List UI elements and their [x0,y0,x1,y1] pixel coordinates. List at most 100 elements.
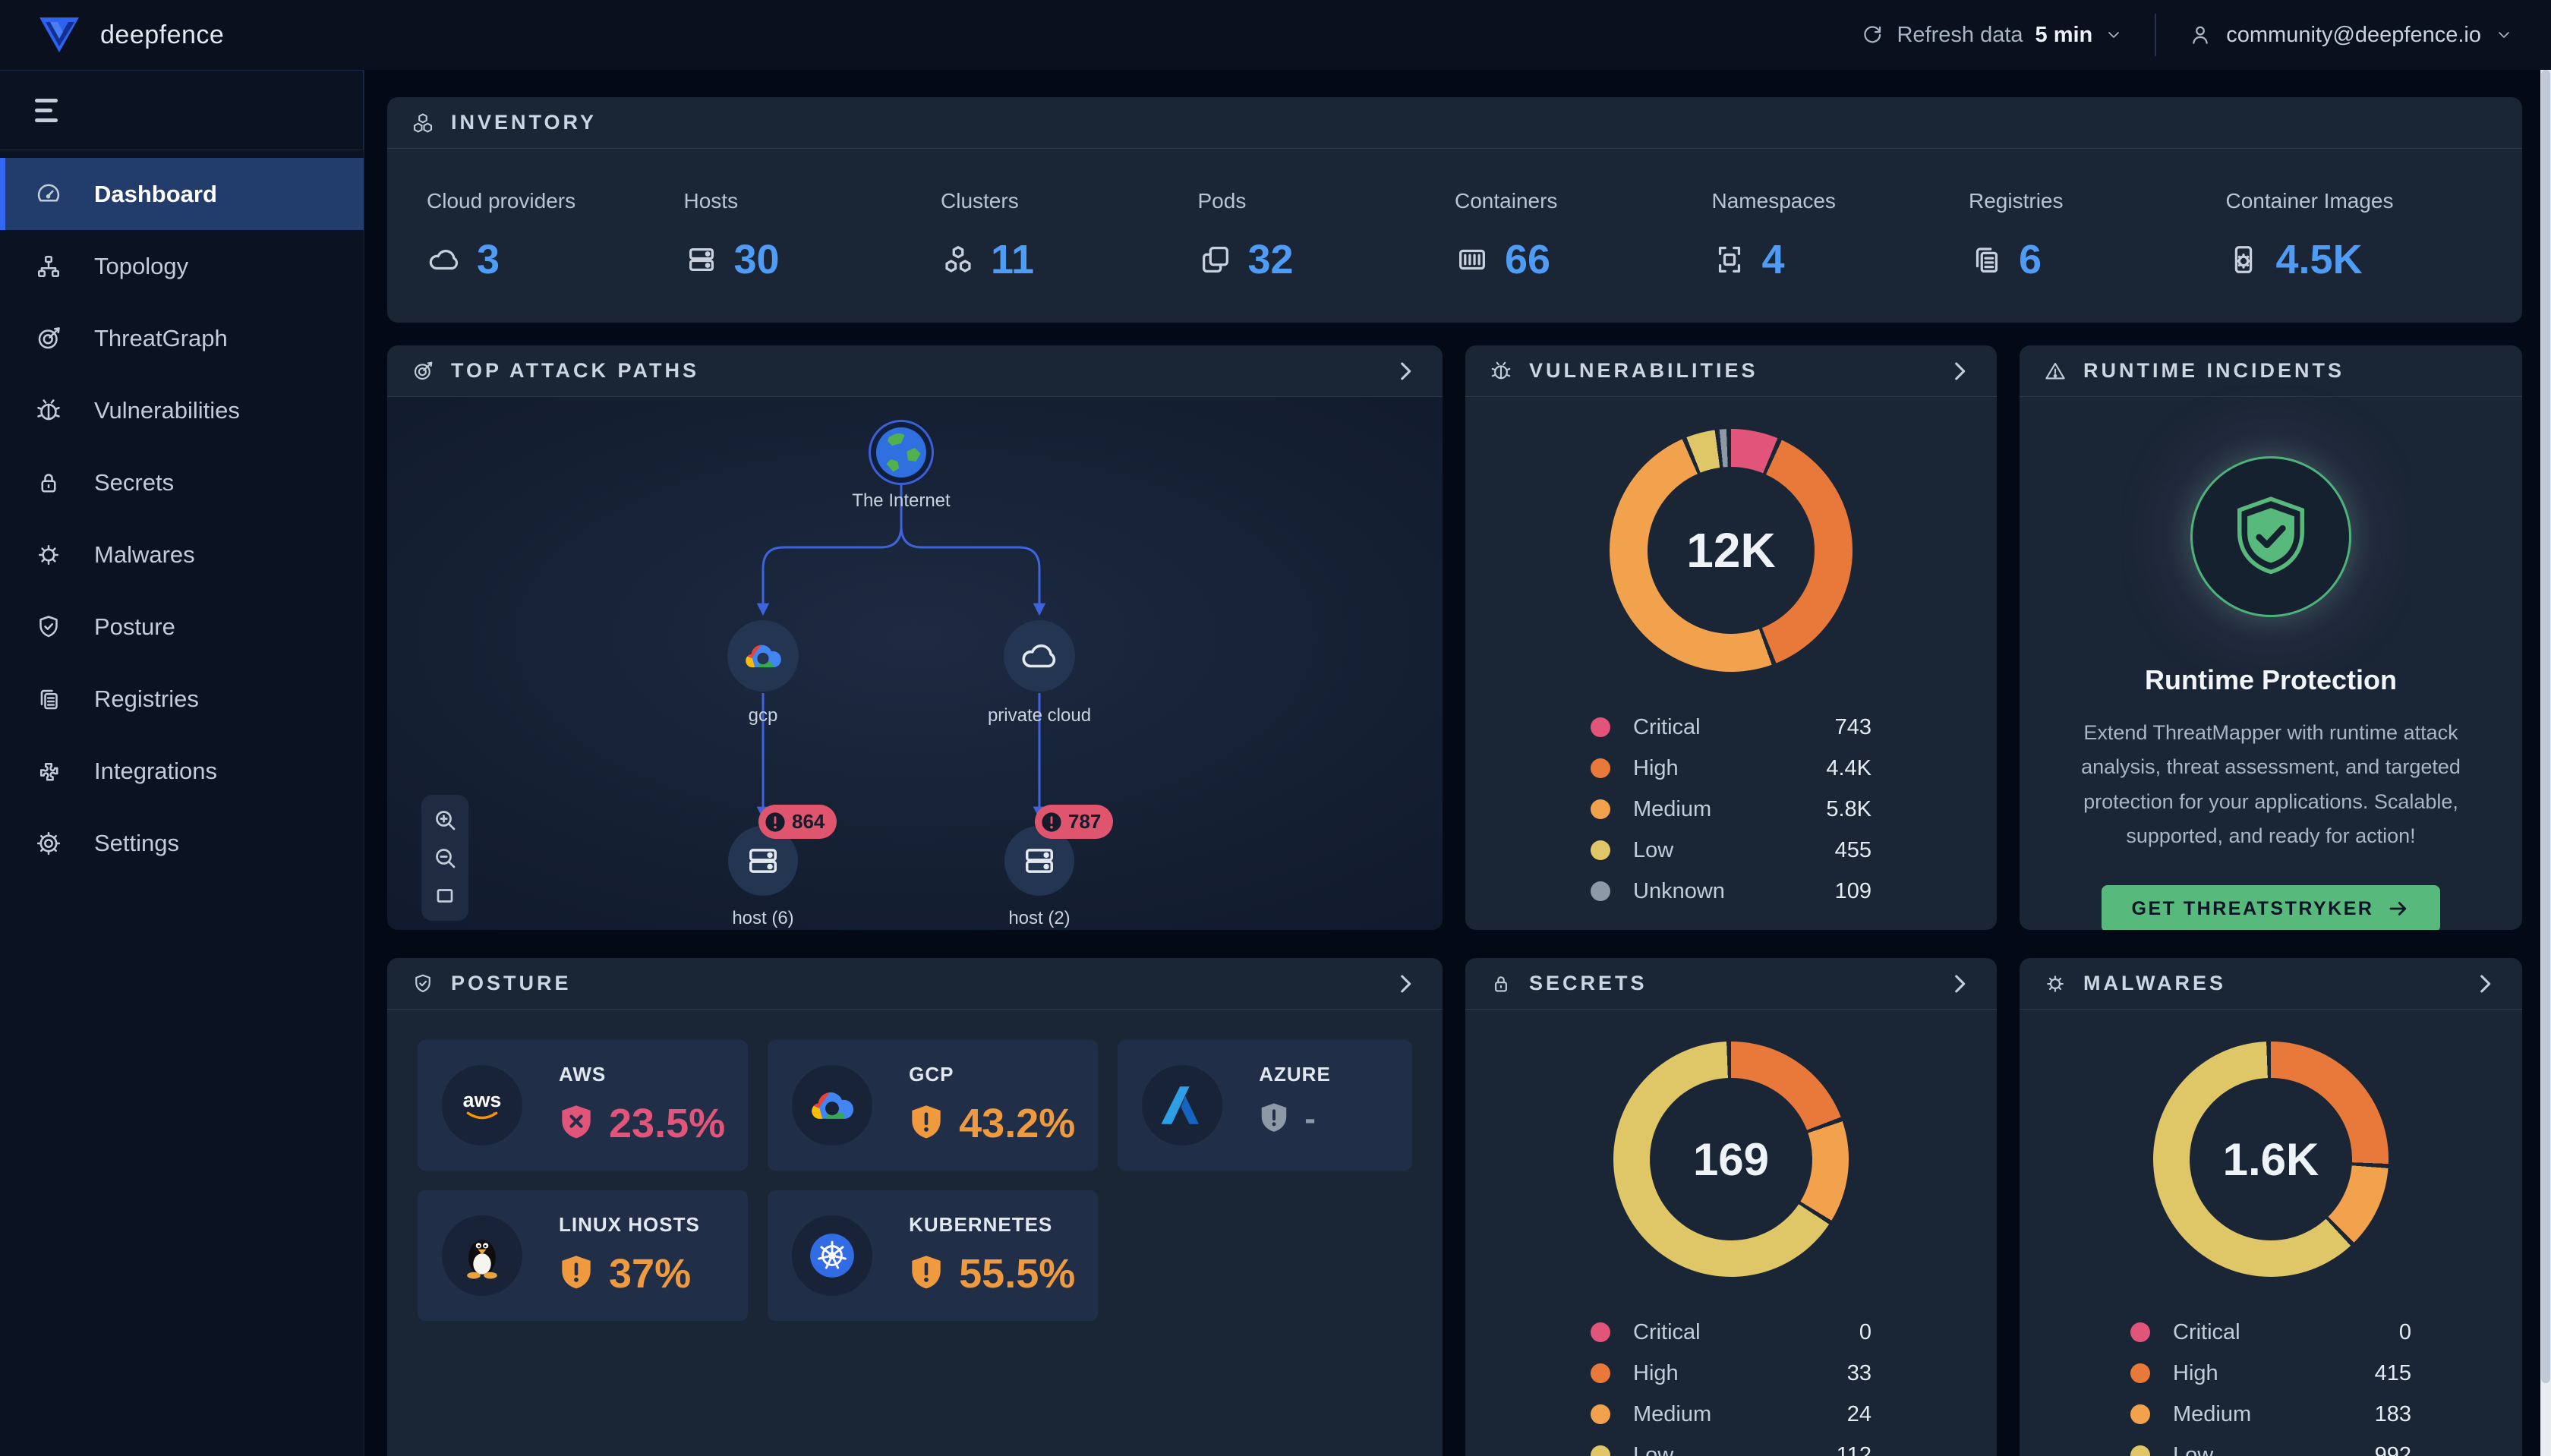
legend-item[interactable]: Low 455 [1591,830,1871,871]
sidebar-item-integrations[interactable]: Integrations [0,735,364,807]
scrollbar-thumb[interactable] [2541,70,2550,1383]
sidebar-item-label: Posture [94,613,175,640]
stat-clusters[interactable]: Clusters 11 [941,189,1198,283]
shield-icon [412,972,434,995]
account-menu[interactable]: community@deepfence.io [2188,23,2513,48]
legend-item[interactable]: High 4.4K [1591,748,1871,789]
pods-icon [1198,242,1233,277]
attack-paths-panel: TOP ATTACK PATHS [387,345,1443,930]
sidebar-collapse[interactable] [0,70,364,150]
refresh-interval: 5 min [2035,22,2093,47]
posture-card-gcp[interactable]: GCP 43.2% [768,1040,1099,1171]
legend-item[interactable]: Low 992 [2130,1435,2411,1456]
vulnerabilities-donut-chart[interactable]: 12K [1610,429,1853,672]
cta-label: GET THREATSTRYKER [2131,897,2374,919]
malwares-donut-chart[interactable]: 1.6K [2153,1042,2389,1277]
vulnerabilities-expand-button[interactable] [1947,358,1972,384]
inventory-header: INVENTORY [387,97,2522,149]
sidebar-item-registries[interactable]: Registries [0,663,364,735]
graph-node-host2[interactable]: 787 [1004,805,1114,896]
panel-title: POSTURE [451,972,572,994]
sidebar-item-label: Integrations [94,757,217,784]
posture-expand-button[interactable] [1392,971,1418,997]
get-threatstryker-button[interactable]: GET THREATSTRYKER [2101,885,2441,930]
attack-paths-expand-button[interactable] [1392,358,1418,384]
stat-label: Containers [1455,188,1558,213]
attack-path-graph[interactable]: The Internet gcp [387,397,1443,930]
stat-pods[interactable]: Pods 32 [1198,189,1455,283]
posture-card-aws[interactable]: aws AWS 23.5% [418,1040,749,1171]
legend-item[interactable]: High 33 [1591,1353,1871,1394]
posture-card-value: 23.5% [609,1101,726,1146]
posture-card-azure[interactable]: AZURE - [1118,1040,1412,1171]
runtime-incidents-panel: RUNTIME INCIDENTS Runtime Protection Ext… [2020,345,2522,930]
shield-alert-icon [562,1256,591,1289]
stat-container-images[interactable]: Container Images 4.5K [2226,189,2483,283]
zoom-out-button[interactable] [431,844,459,871]
legend-value: 109 [1834,878,1871,903]
legend-value: 415 [2374,1360,2411,1385]
posture-card-linux-hosts[interactable]: LINUX HOSTS 37% [418,1190,749,1321]
fit-view-button[interactable] [431,882,459,909]
panel-title: MALWARES [2083,972,2227,994]
legend-item[interactable]: Critical 0 [1591,1312,1871,1353]
scrollbar-track[interactable] [2540,70,2551,1456]
legend-label: Medium [1633,796,1712,821]
sidebar-item-label: Vulnerabilities [94,396,240,424]
legend-item[interactable]: Critical 743 [1591,707,1871,748]
posture-card-kubernetes[interactable]: KUBERNETES 55.5% [768,1190,1099,1321]
legend-item[interactable]: High 415 [2130,1353,2411,1394]
sidebar-item-vulnerabilities[interactable]: Vulnerabilities [0,374,364,446]
sidebar-item-secrets[interactable]: Secrets [0,446,364,518]
refresh-icon [1860,23,1884,47]
server-icon [1026,849,1053,873]
secrets-expand-button[interactable] [1947,971,1972,997]
stat-containers[interactable]: Containers 66 [1455,189,1712,283]
legend-item[interactable]: Low 112 [1591,1435,1871,1456]
virus-icon [2044,972,2067,995]
secrets-donut-chart[interactable]: 169 [1613,1042,1849,1277]
legend-item[interactable]: Unknown 109 [1591,871,1871,912]
legend-item[interactable]: Medium 5.8K [1591,789,1871,830]
graph-node-private-cloud[interactable] [1004,620,1075,692]
graph-node-host6[interactable]: 864 [728,805,837,896]
runtime-protection-promo: Runtime Protection Extend ThreatMapper w… [2020,397,2522,930]
stat-cloud-providers[interactable]: Cloud providers 3 [427,189,684,283]
legend-dot [2130,1445,2150,1456]
stat-namespaces[interactable]: Namespaces 4 [1712,189,1969,283]
legend-item[interactable]: Medium 183 [2130,1394,2411,1435]
sidebar-item-label: ThreatGraph [94,324,228,351]
container-icon [1455,242,1490,277]
legend-label: Medium [1633,1401,1712,1426]
legend-item[interactable]: Critical 0 [2130,1312,2411,1353]
warning-icon [2044,360,2067,383]
legend-value: 5.8K [1826,796,1871,821]
lock-icon [35,469,62,496]
legend-item[interactable]: Medium 24 [1591,1394,1871,1435]
graph-node-internet[interactable] [869,420,934,485]
sidebar-item-topology[interactable]: Topology [0,230,364,302]
sidebar-item-posture[interactable]: Posture [0,591,364,663]
graph-node-gcp[interactable] [727,620,799,692]
posture-header: POSTURE [387,958,1443,1010]
refresh-control[interactable]: Refresh data 5 min [1860,23,2123,48]
sidebar-item-label: Settings [94,829,180,856]
malwares-expand-button[interactable] [2472,971,2498,997]
secrets-legend: Critical 0 High 33 Medium 24 Low 112 [1591,1312,1871,1456]
topology-icon [35,253,62,280]
zoom-in-button[interactable] [431,806,459,834]
stat-value: 4 [1761,236,1785,282]
kubernetes-logo [792,1215,873,1296]
sidebar-item-settings[interactable]: Settings [0,807,364,879]
stat-label: Namespaces [1711,188,1836,213]
inventory-panel: INVENTORY Cloud providers 3 Hosts 30 Clu… [387,97,2522,323]
sidebar-item-malwares[interactable]: Malwares [0,518,364,591]
stat-hosts[interactable]: Hosts 30 [684,189,941,283]
sidebar-item-dashboard[interactable]: Dashboard [0,158,364,230]
cloud-icon [427,242,462,277]
stat-registries[interactable]: Registries 6 [1969,189,2226,283]
brand[interactable]: deepfence [38,16,224,54]
sidebar-item-threatgraph[interactable]: ThreatGraph [0,302,364,374]
chevron-down-icon [2495,26,2513,44]
runtime-protection-description: Extend ThreatMapper with runtime attack … [2081,721,2461,848]
